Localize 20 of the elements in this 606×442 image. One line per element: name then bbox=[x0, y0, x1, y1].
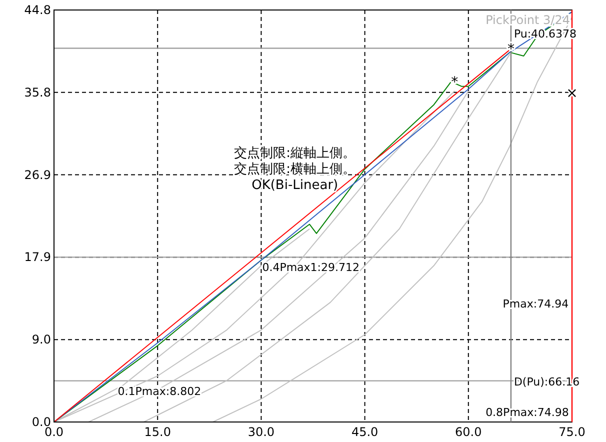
annotation: 交点制限:縦軸上側。 bbox=[234, 145, 356, 162]
y-tick-label: 17.9 bbox=[24, 250, 51, 264]
x-tick-label: 45.0 bbox=[351, 425, 378, 439]
x-tick-label: 75.0 bbox=[558, 425, 586, 439]
annotation: 0.1Pmax:8.802 bbox=[118, 384, 202, 398]
y-tick-label: 44.8 bbox=[24, 3, 51, 17]
annotation: 0.4Pmax1:29.712 bbox=[262, 261, 360, 274]
x-tick-label: 0.0 bbox=[44, 425, 64, 439]
annotation: * bbox=[507, 41, 514, 58]
annotation: 交点制限:横軸上側。 bbox=[234, 161, 356, 178]
y-tick-label: 9.0 bbox=[32, 332, 51, 347]
annotation: 0.8Pmax:74.98 bbox=[486, 406, 569, 419]
y-tick-label: 35.8 bbox=[24, 85, 51, 100]
x-tick-label: 30.0 bbox=[248, 425, 275, 439]
y-tick-label: 26.9 bbox=[24, 168, 51, 182]
x-tick-label: 60.0 bbox=[455, 425, 482, 439]
annotation: OK(Bi-Linear) bbox=[252, 178, 338, 194]
x-tick-label: 15.0 bbox=[144, 425, 171, 439]
annotation: * bbox=[451, 74, 458, 91]
annotation: Pmax:74.94 bbox=[502, 297, 569, 310]
